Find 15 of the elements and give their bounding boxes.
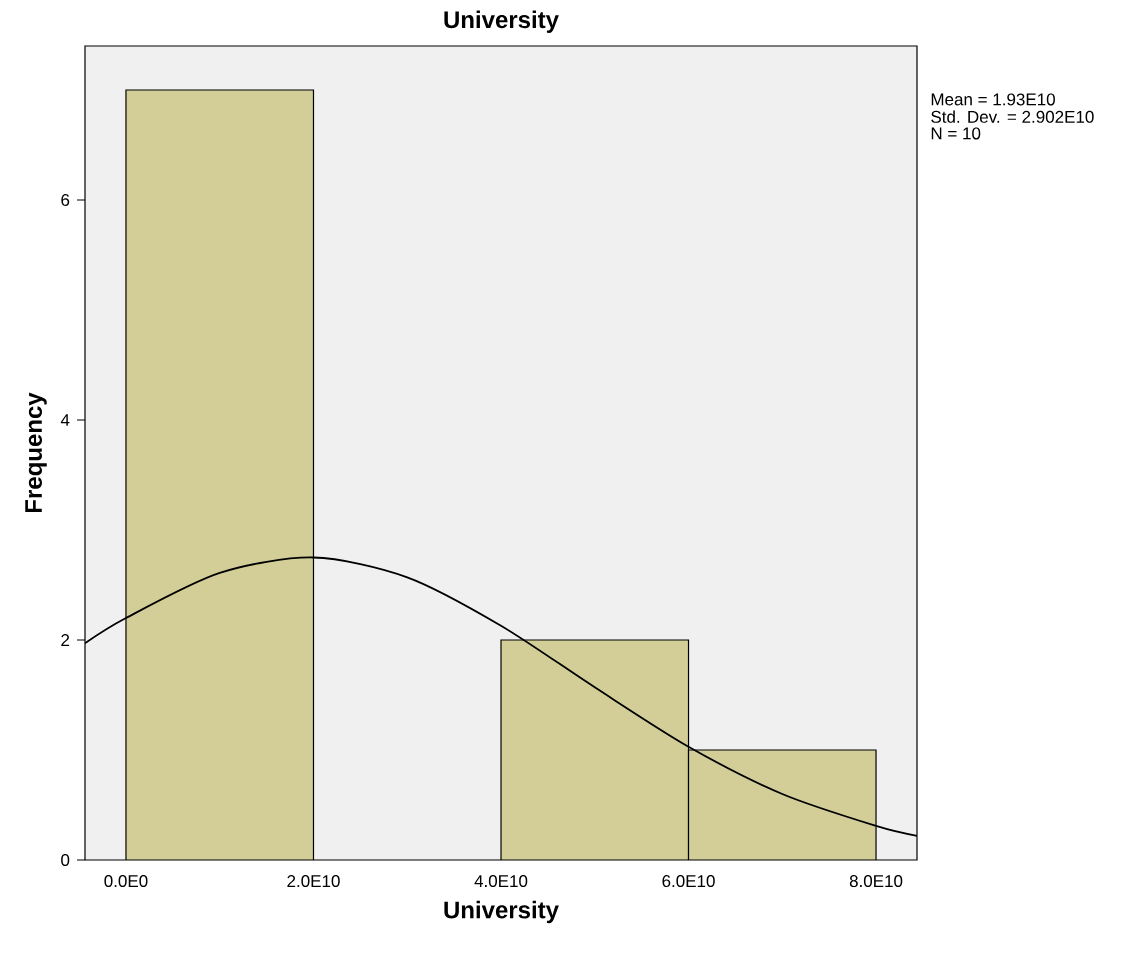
- y-tick-label: 2: [61, 634, 70, 646]
- y-tick-label: 0: [61, 854, 70, 867]
- chart-title: University: [444, 10, 559, 33]
- text: Mean = 1.93E10: [931, 93, 1055, 106]
- x-axis-title: University: [444, 900, 559, 924]
- x-tick-label: 2.0E10: [287, 875, 340, 888]
- y-tick-label: 6: [61, 194, 70, 207]
- x-tick-label: 6.0E10: [662, 875, 715, 888]
- y-tick-label: 4: [60, 414, 70, 426]
- x-tick-label: 0.0E0: [104, 875, 148, 888]
- x-tick-label: 4.0E10: [474, 875, 528, 888]
- x-tick-label: 8.0E10: [849, 875, 903, 888]
- y-axis-title: Frequency: [25, 392, 47, 513]
- text: N = 10: [931, 127, 981, 140]
- text: Std. Dev. = 2.902E10: [931, 110, 1094, 123]
